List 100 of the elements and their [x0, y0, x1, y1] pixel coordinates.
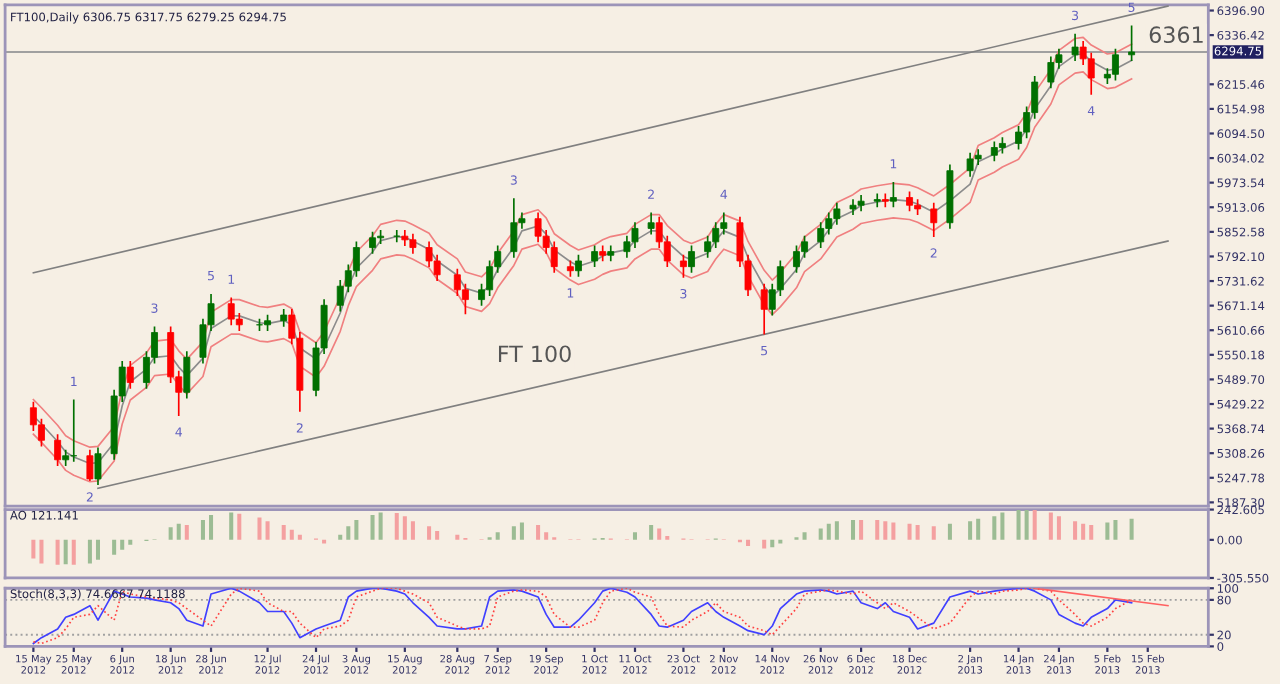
candlestick — [575, 254, 582, 278]
bar — [519, 522, 524, 540]
bar — [1048, 512, 1053, 540]
candlestick — [461, 282, 469, 316]
bar — [947, 523, 952, 540]
bar — [818, 528, 823, 540]
candlestick — [369, 230, 376, 255]
bar — [71, 539, 76, 565]
bar — [762, 539, 767, 549]
candlestick — [1112, 47, 1119, 82]
candlestick — [679, 254, 687, 279]
bar — [1024, 509, 1029, 540]
candlestick — [1071, 32, 1079, 62]
candlestick — [126, 360, 134, 390]
bar — [915, 524, 920, 540]
bar — [237, 513, 242, 540]
bar — [128, 539, 133, 545]
candlestick — [1047, 55, 1055, 89]
bar — [410, 521, 415, 540]
bar — [657, 528, 662, 540]
bar — [859, 519, 864, 540]
candlestick — [712, 221, 720, 249]
bar — [455, 534, 460, 540]
candlestick — [966, 151, 974, 178]
bar — [907, 523, 912, 540]
candlestick — [486, 259, 494, 297]
bar — [394, 513, 399, 540]
bar — [1113, 519, 1118, 540]
bar — [281, 524, 286, 540]
candlestick — [86, 448, 94, 482]
candlestick — [906, 190, 913, 213]
bar — [834, 521, 839, 540]
bar — [850, 519, 856, 540]
candlestick — [881, 192, 889, 209]
bar — [1056, 516, 1061, 540]
bar — [338, 534, 343, 540]
candlestick — [591, 244, 599, 268]
candlestick — [94, 446, 102, 486]
bar — [511, 526, 516, 540]
candlestick — [889, 181, 897, 209]
candlestick — [817, 221, 825, 249]
bar — [1081, 523, 1086, 540]
bar — [297, 534, 302, 540]
candlestick — [1128, 24, 1136, 62]
bar — [378, 512, 383, 540]
bar — [976, 518, 981, 540]
bar — [883, 521, 888, 540]
bar — [402, 516, 407, 540]
bar — [176, 523, 181, 540]
candlestick — [510, 197, 518, 259]
bar — [87, 539, 92, 564]
candlestick — [550, 240, 558, 274]
bar — [931, 526, 936, 540]
bar — [435, 531, 440, 540]
candlestick — [54, 433, 62, 467]
candlestick — [401, 229, 409, 247]
bar — [495, 532, 500, 540]
candlestick — [409, 232, 417, 255]
candlestick — [793, 244, 800, 274]
bar — [257, 517, 262, 540]
candlestick — [688, 244, 695, 274]
bar — [1032, 509, 1037, 540]
candlestick — [930, 201, 938, 238]
bar — [1105, 522, 1110, 540]
candlestick — [647, 211, 655, 236]
bar — [55, 539, 60, 565]
bar — [168, 527, 173, 540]
bar — [992, 516, 997, 540]
bar — [1129, 518, 1134, 540]
bar — [649, 524, 654, 540]
bar — [370, 514, 375, 540]
bar — [1000, 512, 1005, 540]
bar — [826, 523, 831, 540]
candlestick — [873, 192, 881, 209]
candlestick — [183, 350, 191, 400]
bar — [265, 521, 270, 540]
annotation: 6361 — [1149, 26, 1203, 44]
bar — [770, 539, 775, 548]
bar — [536, 524, 541, 540]
bar — [632, 532, 637, 540]
candlestick — [704, 234, 712, 259]
bar — [891, 522, 896, 540]
bar — [63, 539, 68, 565]
bar — [200, 519, 205, 540]
annotation: FT 100 — [498, 345, 571, 363]
bar — [802, 532, 807, 540]
bar — [1016, 509, 1021, 540]
candlestick — [801, 234, 809, 259]
bar — [354, 519, 359, 540]
bar — [346, 526, 351, 540]
candlestick — [227, 296, 235, 327]
bar — [184, 524, 189, 540]
bar — [120, 539, 125, 550]
bar — [95, 539, 100, 560]
bar — [1073, 521, 1078, 540]
bar — [31, 539, 36, 559]
bar — [427, 526, 432, 540]
bar — [229, 512, 234, 540]
candlestick — [760, 282, 768, 336]
bar — [1089, 524, 1094, 540]
